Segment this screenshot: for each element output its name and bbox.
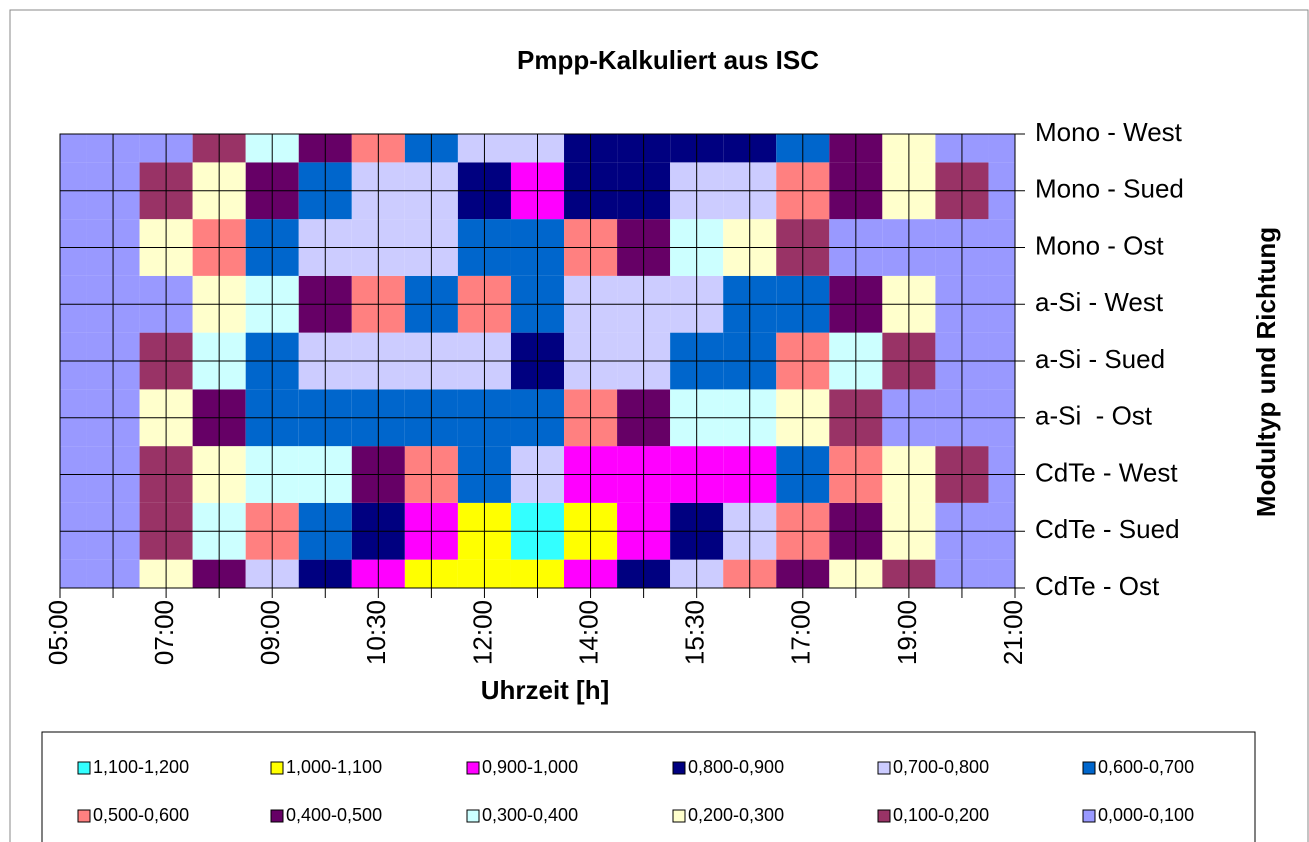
legend-label: 0,400-0,500 [286, 805, 382, 825]
legend-swatch [77, 809, 91, 823]
legend-label: 0,600-0,700 [1098, 757, 1194, 777]
y-tick-label: a-Si - West [1035, 287, 1164, 317]
legend-swatch [77, 761, 91, 775]
x-tick-label: 05:00 [43, 600, 73, 665]
x-tick-label: 10:30 [361, 600, 391, 665]
x-tick-label: 17:00 [786, 600, 816, 665]
x-tick-label: 07:00 [149, 600, 179, 665]
x-tick-label: 15:30 [680, 600, 710, 665]
x-tick-label: 14:00 [573, 600, 603, 665]
legend-label: 0,900-1,000 [482, 757, 578, 777]
x-axis-title: Uhrzeit [h] [481, 675, 610, 705]
legend-swatch [466, 761, 480, 775]
x-tick-label: 09:00 [255, 600, 285, 665]
legend-swatch [1082, 761, 1096, 775]
legend-swatch [877, 809, 891, 823]
contour-cell [988, 559, 1015, 588]
legend-label: 0,200-0,300 [688, 805, 784, 825]
legend-label: 0,700-0,800 [893, 757, 989, 777]
legend-swatch [877, 761, 891, 775]
y-axis-title: Modultyp und Richtung [1251, 227, 1281, 517]
chart-title: Pmpp-Kalkuliert aus ISC [517, 45, 819, 75]
legend-label: 0,100-0,200 [893, 805, 989, 825]
legend-label: 0,800-0,900 [688, 757, 784, 777]
legend-box [41, 731, 1256, 842]
y-tick-label: CdTe - Sued [1035, 514, 1180, 544]
legend-swatch [466, 809, 480, 823]
x-tick-label: 21:00 [998, 600, 1028, 665]
contour-cell [60, 134, 87, 163]
contour-cell [988, 134, 1015, 163]
y-tick-label: a-Si - Ost [1035, 401, 1153, 431]
legend-label: 0,000-0,100 [1098, 805, 1194, 825]
legend-swatch [672, 761, 686, 775]
legend-swatch [270, 761, 284, 775]
contour-cell [60, 559, 87, 588]
legend-label: 1,100-1,200 [93, 757, 189, 777]
y-tick-label: Mono - West [1035, 117, 1183, 147]
y-tick-label: Mono - Sued [1035, 174, 1184, 204]
legend-swatch [672, 809, 686, 823]
legend-label: 1,000-1,100 [286, 757, 382, 777]
legend-swatch [1082, 809, 1096, 823]
y-tick-label: CdTe - West [1035, 457, 1178, 487]
legend-swatch [270, 809, 284, 823]
y-tick-label: CdTe - Ost [1035, 571, 1160, 601]
legend-label: 0,500-0,600 [93, 805, 189, 825]
x-tick-label: 12:00 [467, 600, 497, 665]
y-tick-label: Mono - Ost [1035, 230, 1164, 260]
legend-label: 0,300-0,400 [482, 805, 578, 825]
y-tick-label: a-Si - Sued [1035, 344, 1165, 374]
x-tick-label: 19:00 [892, 600, 922, 665]
